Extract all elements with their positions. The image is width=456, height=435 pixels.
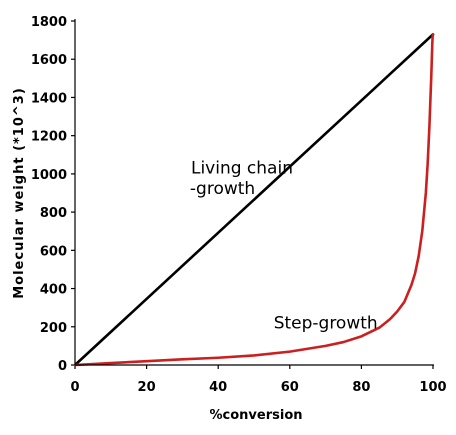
y-tick-label-600: 600	[40, 244, 67, 259]
x-tick-label-60: 60	[281, 380, 299, 395]
x-tick-label-100: 100	[419, 380, 446, 395]
series-layer	[73, 33, 435, 367]
annotation-living-chain-growth-line-1: Living chain	[191, 158, 293, 178]
x-axis-title: %conversion	[210, 408, 303, 423]
y-axis-ticks: 0 200 400 600 800 1000 1200 1400 1600 1800	[31, 15, 75, 374]
y-tick-label-1000: 1000	[31, 168, 67, 183]
x-tick-label-0: 0	[70, 380, 79, 395]
y-tick-label-1400: 1400	[31, 91, 67, 106]
y-tick-label-0: 0	[58, 359, 67, 374]
y-axis-title: Molecular weight (*10^3)	[12, 87, 27, 299]
x-tick-label-80: 80	[352, 380, 370, 395]
y-tick-label-200: 200	[40, 321, 67, 336]
annotation-living-chain-growth-line-2: -growth	[190, 179, 255, 199]
series-line-living-chain-growth	[73, 33, 435, 367]
x-tick-label-20: 20	[138, 380, 156, 395]
x-axis-ticks: 0 20 40 60 80 100	[70, 365, 447, 395]
series-line-step-growth	[73, 33, 435, 367]
y-tick-label-400: 400	[40, 283, 67, 298]
annotation-step-growth: Step-growth	[274, 313, 378, 333]
y-tick-label-800: 800	[40, 206, 67, 221]
x-tick-label-40: 40	[209, 380, 227, 395]
y-tick-label-1800: 1800	[31, 15, 67, 30]
y-tick-label-1200: 1200	[31, 130, 67, 145]
y-tick-label-1600: 1600	[31, 53, 67, 68]
